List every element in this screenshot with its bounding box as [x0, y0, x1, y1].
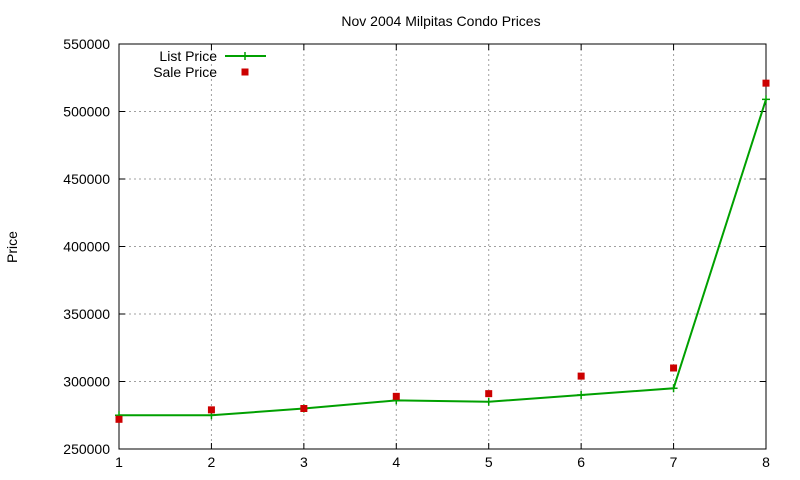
sale-price-point — [762, 79, 770, 87]
y-tick-label: 250000 — [63, 441, 110, 457]
chart-title: Nov 2004 Milpitas Condo Prices — [341, 13, 540, 29]
list-price-point — [484, 397, 493, 406]
legend-label: Sale Price — [153, 64, 217, 80]
x-tick-label: 4 — [392, 454, 400, 470]
axes: 1 2 3 4 5 6 7 8 250000 300000 350000 400000 450000 50… — [63, 36, 770, 470]
legend-square-marker — [241, 68, 249, 76]
y-axis-label: Price — [4, 231, 20, 263]
x-tick-label: 3 — [300, 454, 308, 470]
y-tick-label: 300000 — [63, 374, 110, 390]
list-price-point — [577, 391, 586, 399]
x-tick-label: 5 — [485, 454, 493, 470]
sale-price-point — [300, 405, 308, 412]
legend-plus-marker — [241, 52, 249, 60]
y-tick-label: 350000 — [63, 306, 110, 322]
y-tick-label: 400000 — [63, 239, 110, 255]
sale-price-point — [577, 372, 585, 380]
x-tick-label: 6 — [577, 454, 585, 470]
sale-price-point — [670, 364, 678, 372]
list-price-point — [669, 384, 678, 393]
y-tick-label: 550000 — [63, 36, 110, 52]
list-price-point — [762, 95, 770, 104]
sale-price-point — [485, 390, 493, 398]
legend-label: List Price — [159, 48, 217, 64]
x-tick-label: 8 — [762, 454, 770, 470]
x-tick-label: 1 — [115, 454, 123, 470]
series-layer — [115, 79, 770, 423]
y-tick-label: 450000 — [63, 171, 110, 187]
x-tick-label: 2 — [208, 454, 216, 470]
sale-price-point — [207, 406, 215, 414]
sale-price-point — [115, 415, 123, 423]
x-tick-label: 7 — [670, 454, 678, 470]
sale-price-point — [392, 392, 400, 400]
y-tick-label: 500000 — [63, 104, 110, 120]
list-price-line — [119, 99, 767, 417]
